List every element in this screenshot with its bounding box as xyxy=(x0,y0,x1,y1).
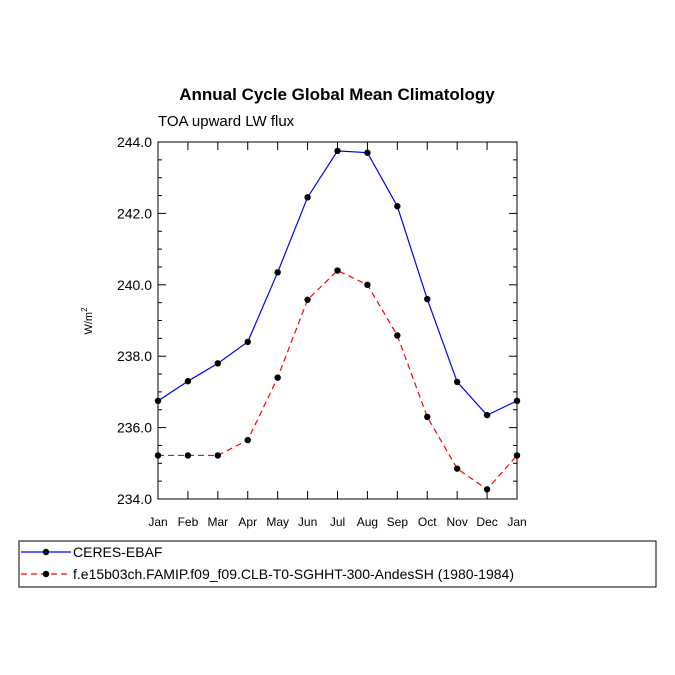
legend-box xyxy=(18,540,657,588)
y-axis-label-superscript: 2 xyxy=(80,307,89,312)
data-point xyxy=(364,149,371,156)
data-point xyxy=(184,452,192,459)
series-line xyxy=(157,150,518,416)
data-point xyxy=(483,486,491,493)
x-tick-label: Feb xyxy=(178,515,199,529)
data-point xyxy=(424,413,431,421)
series-layer xyxy=(154,147,521,493)
x-tick-label: Aug xyxy=(357,515,378,529)
x-tick-label: Apr xyxy=(238,515,257,529)
data-point xyxy=(334,147,341,155)
y-tick-label: 236.0 xyxy=(117,420,152,436)
y-tick-label: 244.0 xyxy=(117,134,152,150)
data-point xyxy=(214,360,222,367)
data-point xyxy=(304,194,311,201)
legend-marker xyxy=(42,548,50,556)
x-tick-label: May xyxy=(266,515,289,529)
series-1 xyxy=(154,147,521,419)
data-point xyxy=(274,269,281,276)
data-point xyxy=(424,295,431,303)
x-tick-label: Oct xyxy=(418,515,437,529)
data-point xyxy=(453,465,461,472)
data-point xyxy=(394,332,401,339)
data-point xyxy=(304,296,311,303)
tick-labels: 234.0 236.0 238.0 240.0 242.0 244.0 Jan Feb Mar A… xyxy=(117,134,527,529)
x-tick-label: Jul xyxy=(330,515,345,529)
chart-title: Annual Cycle Global Mean Climatology xyxy=(179,85,495,104)
data-point xyxy=(453,378,461,386)
series-2 xyxy=(154,267,521,493)
data-point xyxy=(274,374,281,381)
x-tick-label: Jan xyxy=(148,515,167,529)
legend-label: CERES-EBAF xyxy=(73,544,162,560)
y-tick-label: 240.0 xyxy=(117,277,152,293)
data-point xyxy=(364,281,371,288)
x-tick-label: Nov xyxy=(446,515,467,529)
plot-frame xyxy=(157,141,518,500)
data-point xyxy=(334,267,341,274)
x-tick-label: Dec xyxy=(476,515,497,529)
series-line xyxy=(158,269,518,491)
y-axis-label: W/m2 xyxy=(80,307,95,335)
data-point xyxy=(483,411,491,419)
y-tick-label: 238.0 xyxy=(117,348,152,364)
legend-entry-2: f.e15b03ch.FAMIP.f09_f09.CLB-T0-SGHHT-30… xyxy=(21,566,514,582)
data-point xyxy=(394,203,401,210)
x-tick-label: Jan xyxy=(507,515,526,529)
x-tick-label: Jun xyxy=(298,515,317,529)
legend-entry-1: CERES-EBAF xyxy=(21,544,162,560)
data-point xyxy=(244,338,251,346)
legend-label: f.e15b03ch.FAMIP.f09_f09.CLB-T0-SGHHT-30… xyxy=(73,566,514,582)
legend-marker xyxy=(42,570,50,578)
x-tick-label: Sep xyxy=(387,515,409,529)
y-tick-label: 234.0 xyxy=(117,491,152,507)
data-point xyxy=(244,436,251,444)
data-point xyxy=(184,377,192,385)
svg-text:W/m2: W/m2 xyxy=(80,307,95,335)
axis-ticks xyxy=(157,141,518,500)
y-tick-label: 242.0 xyxy=(117,205,152,221)
legend: CERES-EBAF f.e15b03ch.FAMIP.f09_f09.CLB-T… xyxy=(21,544,514,582)
chart-subtitle: TOA upward LW flux xyxy=(158,113,295,130)
x-tick-label: Mar xyxy=(207,515,228,529)
y-axis-label-text: W/m xyxy=(83,312,95,335)
data-point xyxy=(214,452,222,459)
